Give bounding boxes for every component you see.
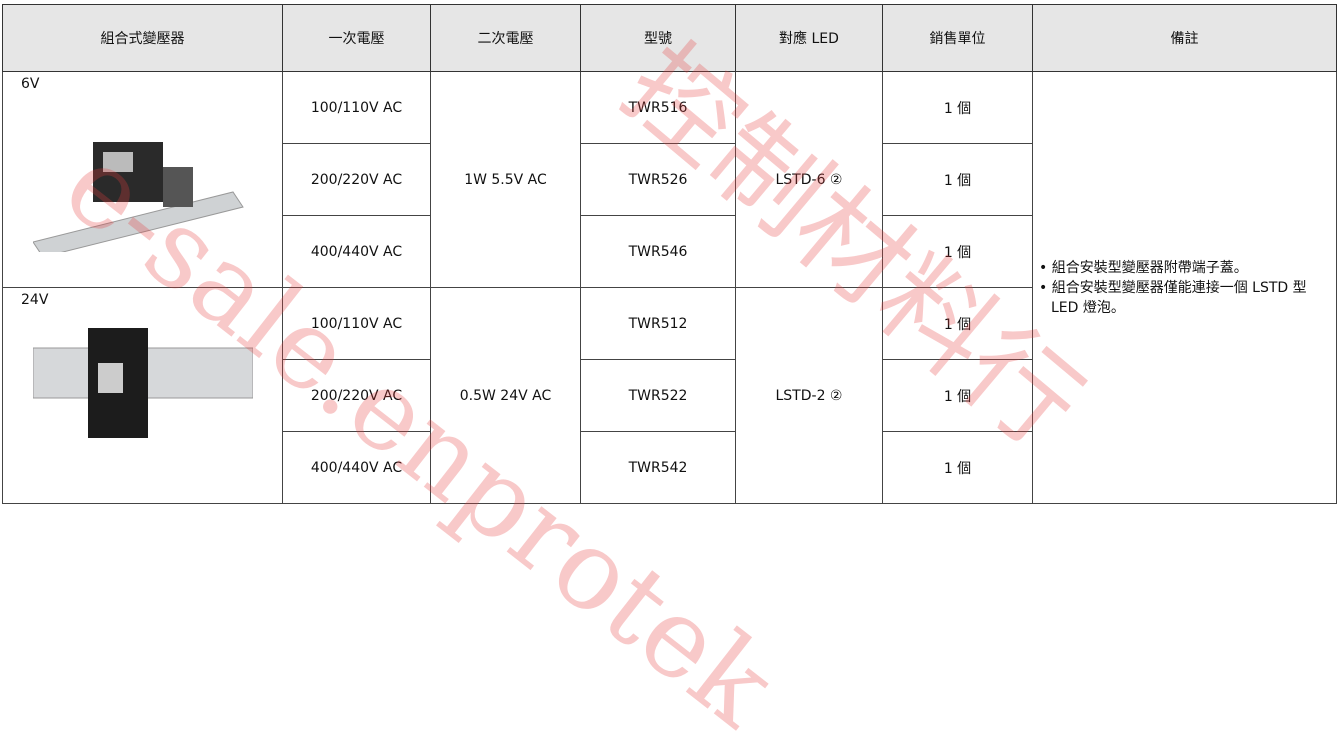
product-cell: 24V bbox=[2, 287, 283, 504]
table-row: 200/220V AC TWR522 1 個 bbox=[3, 359, 1337, 432]
primary-voltage: 200/220V AC bbox=[282, 359, 431, 432]
header-row: 組合式變壓器 一次電壓 二次電壓 型號 對應 LED 銷售單位 備註 bbox=[2, 4, 1337, 72]
product-photo bbox=[33, 328, 253, 438]
photo-shape bbox=[103, 152, 133, 172]
header-cell: 對應 LED bbox=[735, 4, 883, 72]
product-photo bbox=[33, 142, 244, 252]
header-cell: 備註 bbox=[1032, 4, 1337, 72]
model: TWR516 bbox=[580, 71, 736, 144]
header-cell: 型號 bbox=[580, 4, 736, 72]
remarks: 組合安裝型變壓器附帶端子蓋。組合安裝型變壓器僅能連接一個 LSTD 型 LED … bbox=[1032, 71, 1337, 504]
page: {"table": { "headers": ["組合式變壓器", "一次電壓"… bbox=[0, 0, 1340, 517]
model: TWR522 bbox=[580, 359, 736, 432]
remark-item: 組合安裝型變壓器僅能連接一個 LSTD 型 LED 燈泡。 bbox=[1039, 278, 1336, 318]
table-row: 200/220V AC TWR526 1 個 bbox=[3, 143, 1337, 216]
remark-item: 組合安裝型變壓器附帶端子蓋。 bbox=[1039, 258, 1336, 278]
model: TWR546 bbox=[580, 215, 736, 288]
led: LSTD-6 ② bbox=[735, 71, 883, 288]
sales-unit: 1 個 bbox=[882, 215, 1033, 288]
header-cell: 二次電壓 bbox=[430, 4, 581, 72]
secondary-voltage: 1W 5.5V AC bbox=[430, 71, 581, 288]
group-label: 24V bbox=[21, 292, 49, 308]
primary-voltage: 200/220V AC bbox=[282, 143, 431, 216]
led: LSTD-2 ② bbox=[735, 287, 883, 504]
sales-unit: 1 個 bbox=[882, 431, 1033, 504]
primary-voltage: 100/110V AC bbox=[282, 71, 431, 144]
sales-unit: 1 個 bbox=[882, 71, 1033, 144]
sales-unit: 1 個 bbox=[882, 359, 1033, 432]
table-row: 400/440V AC TWR542 1 個 bbox=[3, 431, 1337, 504]
primary-voltage: 400/440V AC bbox=[282, 215, 431, 288]
secondary-voltage: 0.5W 24V AC bbox=[430, 287, 581, 504]
header-cell: 一次電壓 bbox=[282, 4, 431, 72]
model: TWR542 bbox=[580, 431, 736, 504]
product-cell: 6V bbox=[2, 71, 283, 288]
primary-voltage: 100/110V AC bbox=[282, 287, 431, 360]
photo-shape bbox=[98, 363, 123, 393]
primary-voltage: 400/440V AC bbox=[282, 431, 431, 504]
photo-shape bbox=[163, 167, 193, 207]
page-body: 組合式變壓器 一次電壓 二次電壓 型號 對應 LED 銷售單位 備註 6V 100/110V … bbox=[0, 0, 1340, 517]
model: TWR512 bbox=[580, 287, 736, 360]
group-label: 6V bbox=[21, 76, 40, 92]
sales-unit: 1 個 bbox=[882, 143, 1033, 216]
sales-unit: 1 個 bbox=[882, 287, 1033, 360]
header-cell: 組合式變壓器 bbox=[2, 4, 283, 72]
table-row: 400/440V AC TWR546 1 個 bbox=[3, 215, 1337, 288]
model: TWR526 bbox=[580, 143, 736, 216]
header-cell: 銷售單位 bbox=[882, 4, 1033, 72]
product-table: 組合式變壓器 一次電壓 二次電壓 型號 對應 LED 銷售單位 備註 6V 100/110V … bbox=[2, 4, 1337, 504]
